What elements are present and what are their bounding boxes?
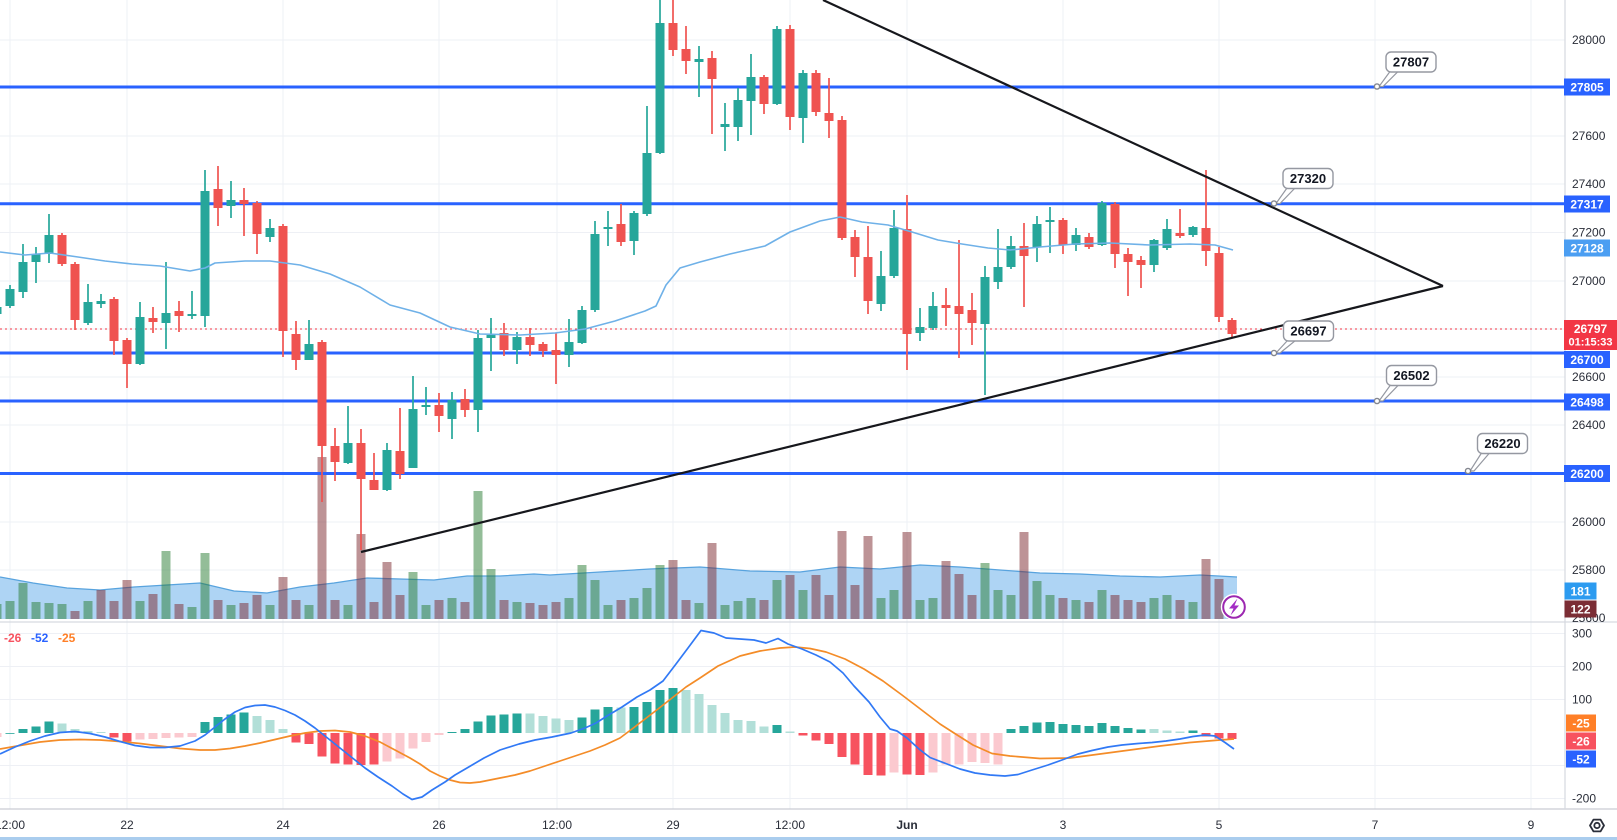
svg-text:26: 26 — [432, 818, 446, 832]
svg-text:12:00: 12:00 — [0, 818, 25, 832]
svg-text:27805: 27805 — [1570, 80, 1604, 94]
svg-text:3: 3 — [1060, 818, 1067, 832]
svg-text:5: 5 — [1216, 818, 1223, 832]
svg-text:300: 300 — [1572, 627, 1592, 641]
svg-text:26200: 26200 — [1570, 467, 1604, 481]
svg-text:29: 29 — [666, 818, 680, 832]
svg-text:26502: 26502 — [1393, 368, 1429, 383]
svg-text:100: 100 — [1572, 693, 1592, 707]
svg-text:26000: 26000 — [1572, 515, 1606, 529]
svg-text:26697: 26697 — [1290, 324, 1326, 339]
svg-text:-25: -25 — [1572, 716, 1590, 730]
svg-text:-52: -52 — [31, 631, 49, 645]
svg-text:-25: -25 — [58, 631, 76, 645]
svg-text:01:15:33: 01:15:33 — [1568, 337, 1612, 349]
svg-text:9: 9 — [1528, 818, 1535, 832]
svg-text:27400: 27400 — [1572, 177, 1606, 191]
svg-text:122: 122 — [1570, 602, 1590, 616]
svg-text:-52: -52 — [1572, 752, 1590, 766]
svg-text:27128: 27128 — [1570, 241, 1604, 255]
svg-text:25800: 25800 — [1572, 563, 1606, 577]
svg-text:27000: 27000 — [1572, 274, 1606, 288]
svg-text:24: 24 — [276, 818, 290, 832]
svg-text:26600: 26600 — [1572, 370, 1606, 384]
svg-text:28000: 28000 — [1572, 33, 1606, 47]
svg-text:27317: 27317 — [1570, 197, 1604, 211]
svg-text:22: 22 — [120, 818, 134, 832]
svg-text:26220: 26220 — [1484, 436, 1520, 451]
svg-text:26700: 26700 — [1570, 353, 1604, 367]
svg-text:200: 200 — [1572, 660, 1592, 674]
svg-text:27200: 27200 — [1572, 226, 1606, 240]
svg-text:27320: 27320 — [1290, 171, 1326, 186]
svg-text:Jun: Jun — [896, 818, 917, 832]
svg-text:12:00: 12:00 — [775, 818, 805, 832]
svg-text:-26: -26 — [4, 631, 22, 645]
svg-text:27600: 27600 — [1572, 129, 1606, 143]
svg-text:-200: -200 — [1572, 792, 1596, 806]
svg-text:7: 7 — [1372, 818, 1379, 832]
svg-text:26498: 26498 — [1570, 395, 1604, 409]
svg-text:181: 181 — [1570, 584, 1590, 598]
svg-text:-26: -26 — [1572, 734, 1590, 748]
svg-text:12:00: 12:00 — [542, 818, 572, 832]
svg-text:27807: 27807 — [1393, 55, 1429, 70]
svg-text:26400: 26400 — [1572, 418, 1606, 432]
svg-text:26797: 26797 — [1574, 322, 1608, 336]
